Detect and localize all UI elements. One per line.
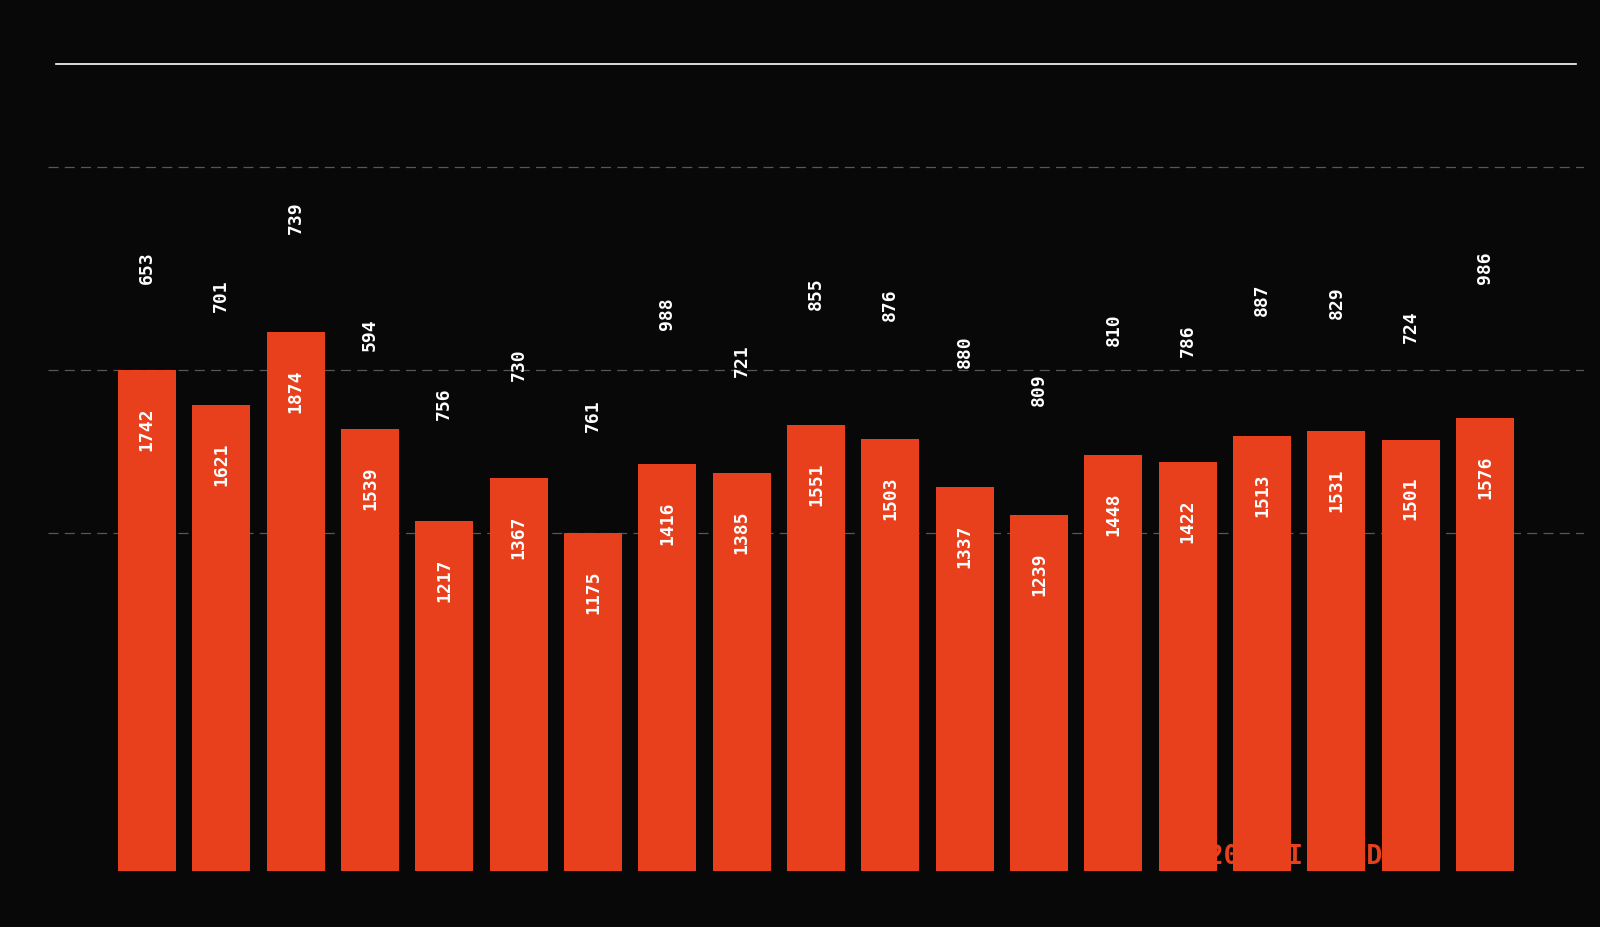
Bar [861, 439, 920, 871]
Text: 701: 701 [213, 279, 230, 311]
Text: 1448: 1448 [1104, 492, 1123, 536]
Bar [638, 464, 696, 871]
Text: 786: 786 [1179, 324, 1197, 357]
Text: 1531: 1531 [1328, 468, 1346, 512]
Text: 1513: 1513 [1253, 474, 1270, 517]
Text: 1239: 1239 [1030, 552, 1048, 596]
Text: 988: 988 [658, 297, 677, 330]
Text: 1742: 1742 [138, 408, 155, 451]
Text: 876: 876 [882, 288, 899, 321]
Text: ●  2001 I MŁODSI: ● 2001 I MŁODSI [1160, 844, 1414, 870]
Text: 1503: 1503 [882, 476, 899, 520]
Bar [1234, 436, 1291, 871]
Text: 1416: 1416 [658, 502, 677, 545]
Text: 653: 653 [138, 251, 155, 284]
Text: 730: 730 [509, 349, 528, 381]
Text: 739: 739 [286, 201, 304, 234]
Text: 721: 721 [733, 344, 750, 377]
Text: 1501: 1501 [1402, 477, 1419, 520]
Text: 880: 880 [955, 336, 974, 368]
Bar [936, 487, 994, 871]
Bar [267, 332, 325, 871]
Text: 756: 756 [435, 387, 453, 420]
Bar [1307, 431, 1365, 871]
Text: 1621: 1621 [213, 442, 230, 486]
Text: 1539: 1539 [362, 466, 379, 510]
Bar [118, 370, 176, 871]
Bar [490, 478, 547, 871]
Text: 887: 887 [1253, 284, 1270, 316]
Text: 986: 986 [1477, 251, 1494, 284]
Text: 1576: 1576 [1477, 455, 1494, 499]
Bar [1456, 418, 1514, 871]
Text: 1367: 1367 [509, 515, 528, 559]
Bar [341, 428, 398, 871]
Text: 1337: 1337 [955, 524, 974, 567]
Text: 1175: 1175 [584, 571, 602, 615]
Text: 829: 829 [1328, 286, 1346, 320]
Text: 855: 855 [806, 277, 826, 310]
Bar [712, 473, 771, 871]
Bar [563, 533, 622, 871]
Bar [1382, 439, 1440, 871]
Text: 724: 724 [1402, 311, 1419, 343]
Text: 761: 761 [584, 399, 602, 432]
Bar [787, 425, 845, 871]
Bar [1158, 463, 1216, 871]
Text: 594: 594 [362, 318, 379, 350]
Text: 1217: 1217 [435, 559, 453, 603]
Text: 1422: 1422 [1179, 500, 1197, 543]
Text: 810: 810 [1104, 313, 1123, 346]
Text: 1385: 1385 [733, 511, 750, 553]
Bar [416, 521, 474, 871]
Text: 809: 809 [1030, 374, 1048, 406]
Bar [192, 405, 250, 871]
Bar [1010, 514, 1069, 871]
Text: 1874: 1874 [286, 370, 304, 413]
Bar [1085, 455, 1142, 871]
Text: 1551: 1551 [806, 463, 826, 506]
